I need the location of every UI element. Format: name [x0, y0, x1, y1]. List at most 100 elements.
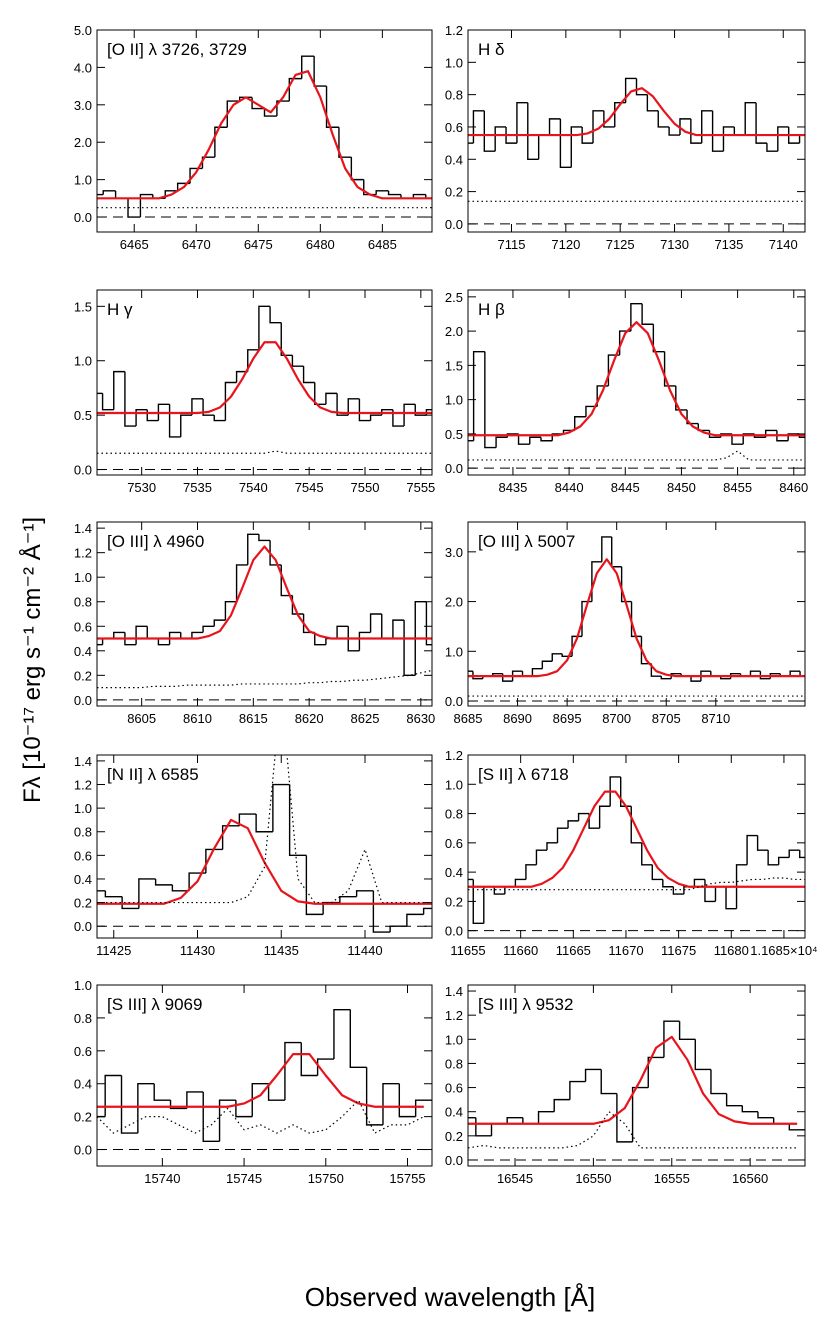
spectrum-step: [725, 1093, 743, 1107]
spectrum-step: [280, 322, 293, 356]
spectrum-step: [788, 849, 800, 858]
y-tick-label: 0.4: [445, 1105, 463, 1120]
y-tick-label: 2.0: [445, 595, 463, 610]
spectrum-step: [113, 631, 125, 639]
y-tick-label: 0.8: [74, 825, 92, 840]
y-tick-label: 0.0: [445, 1153, 463, 1168]
spectrum-step: [787, 433, 800, 441]
spectrum-step: [663, 1020, 680, 1058]
spectrum-step: [662, 879, 674, 888]
x-tick-label: 6465: [120, 237, 149, 252]
spectrum-step: [537, 134, 550, 160]
spectrum-step: [756, 835, 769, 851]
y-tick-label: 5.0: [74, 23, 92, 38]
spectrum-step: [541, 660, 553, 669]
y-tick-label: 0.2: [445, 185, 463, 200]
fit-line: [97, 70, 432, 200]
x-tick-label: 6475: [244, 237, 273, 252]
spectrum-step: [620, 566, 632, 603]
y-tick-label: 4.0: [74, 60, 92, 75]
spectrum-step: [725, 886, 737, 910]
x-tick-label: 6485: [368, 237, 397, 252]
spectrum-step: [389, 925, 407, 933]
x-tick-label: 7530: [127, 480, 156, 495]
y-axis-label: Fλ [10⁻¹⁷ erg s⁻¹ cm⁻² Å⁻¹]: [18, 517, 46, 803]
x-tick-label: 1.1685×10⁴: [750, 943, 817, 958]
spectrum-step: [472, 350, 485, 441]
y-tick-label: 1.0: [74, 173, 92, 188]
y-tick-label: 0.2: [445, 894, 463, 909]
spectrum-step: [336, 393, 349, 416]
spectrum-step: [403, 620, 416, 677]
x-tick-label: 11430: [180, 943, 215, 958]
spectrum-step: [620, 776, 632, 807]
spectrum-step: [301, 55, 315, 79]
y-tick-label: 1.4: [74, 521, 92, 536]
error-line: [97, 1099, 425, 1134]
spectrum-step: [679, 118, 691, 136]
panel-title: [S III] λ 9069: [107, 995, 202, 1014]
spectrum-step: [574, 416, 586, 431]
spectrum-step: [690, 118, 702, 144]
panel-title: [O II] λ 3726, 3729: [107, 40, 247, 59]
spectrum-step: [506, 1117, 523, 1124]
spectrum-step: [630, 601, 642, 638]
y-tick-label: 0.6: [74, 619, 92, 634]
spectrum-step: [247, 349, 259, 372]
spectrum-step: [711, 110, 724, 152]
spectrum-step: [527, 102, 539, 160]
spectrum-step: [646, 94, 659, 112]
spectrum-step: [742, 433, 755, 445]
y-tick-label: 1.0: [74, 354, 92, 369]
spectrum-step: [255, 814, 273, 833]
y-tick-label: 1.0: [445, 393, 463, 408]
spectrum-step: [675, 385, 688, 411]
panel: 8685 8690 8695 8700 8705 8710 0.0 1.0 2.0 3.0 [O I…: [445, 521, 806, 726]
plot-area: [97, 1008, 432, 1151]
x-tick-label: 11675: [661, 943, 696, 958]
spectrum-step: [672, 886, 684, 895]
y-tick-label: 0.0: [74, 210, 92, 225]
spectrum-step: [188, 872, 206, 891]
spectrum-step: [710, 1069, 727, 1095]
x-tick-label: 7550: [351, 480, 380, 495]
spectrum-step: [640, 636, 652, 665]
spectrum-step: [157, 403, 170, 421]
spectrum-step: [258, 534, 271, 542]
spectrum-step: [369, 613, 382, 633]
spectrum-step: [559, 118, 572, 169]
x-tick-label: 8685: [454, 711, 483, 726]
spectrum-step: [777, 856, 790, 865]
spectrum-step: [759, 671, 771, 680]
x-tick-label: 8630: [406, 711, 435, 726]
plot-frame: [467, 29, 806, 233]
spectrum-step: [202, 1091, 220, 1143]
spectrum-step: [714, 886, 727, 902]
spectrum-step: [494, 126, 507, 152]
y-tick-label: 0.4: [74, 644, 92, 659]
fit-line: [468, 558, 805, 678]
y-tick-label: 0.5: [74, 408, 92, 423]
spectrum-step: [483, 110, 496, 152]
x-tick-label: 11680: [714, 943, 749, 958]
x-tick-label: 11425: [96, 943, 131, 958]
spectrum-step: [650, 663, 662, 677]
spectrum-step: [355, 890, 374, 897]
spectrum-step: [514, 878, 526, 887]
spectrum-step: [214, 126, 228, 158]
y-tick-label: 0.2: [445, 1129, 463, 1144]
x-tick-label: 7120: [551, 237, 580, 252]
x-tick-label: 8705: [652, 711, 681, 726]
spectrum-step: [120, 1075, 138, 1134]
spectrum-step: [505, 126, 517, 144]
spectrum-step: [567, 820, 579, 829]
y-tick-label: 0.6: [445, 120, 463, 135]
y-tick-label: 3.0: [445, 545, 463, 560]
spectrum-step: [693, 878, 705, 887]
spectrum-step: [663, 351, 676, 387]
x-tick-label: 15755: [389, 1171, 425, 1186]
spectrum-step: [553, 1098, 570, 1112]
spectrum-step: [382, 1083, 400, 1125]
spectrum-step: [540, 437, 553, 442]
y-tick-label: 1.0: [445, 644, 463, 659]
